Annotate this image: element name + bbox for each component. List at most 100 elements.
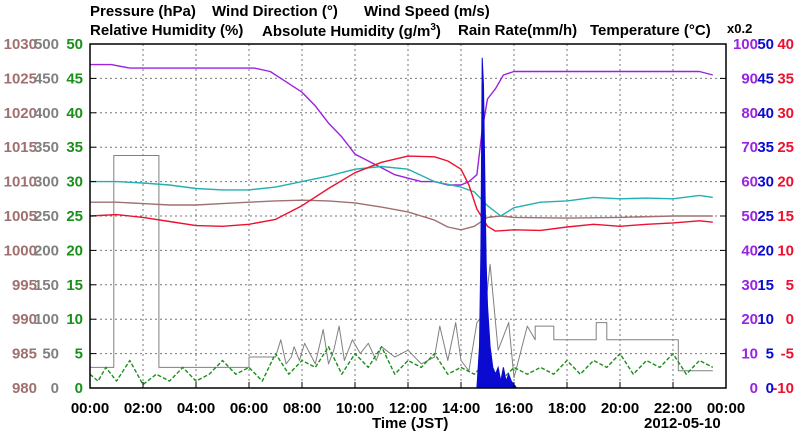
right-axis-tick-label: 10: [777, 242, 794, 259]
axes-layer: 00:00 02:00 04:00 06:00 08:00 10:00 12:00 14:00…: [4, 36, 794, 417]
right-axis-tick-label: 45: [757, 70, 774, 87]
left-axis-tick-label: 50: [42, 346, 59, 363]
series-absolute-humidity-g-m3: [90, 165, 713, 217]
left-axis-tick-label: 990: [12, 311, 37, 328]
left-axis-tick-label: 150: [34, 277, 59, 294]
right-axis-tick-label: 0: [766, 380, 774, 397]
left-axis-tick-label: 20: [66, 242, 83, 259]
absolute-humidity-sup: 3: [430, 22, 436, 33]
series-relative-humidity: [90, 63, 713, 186]
left-axis-tick-label: 1020: [4, 105, 37, 122]
right-axis-tick-label: 0: [786, 311, 794, 328]
right-axis-tick-label: 15: [757, 277, 774, 294]
x-tick-label: 06:00: [230, 400, 268, 417]
right-axis-tick-label: 40: [777, 36, 794, 53]
right-axis-tick-label: 40: [741, 242, 758, 259]
left-axis-tick-label: 995: [12, 277, 37, 294]
right-axis-tick-label: 30: [777, 105, 794, 122]
right-axis-tick-label: 15: [777, 208, 794, 225]
left-axis-tick-label: 45: [66, 70, 83, 87]
left-axis-tick-label: 350: [34, 139, 59, 156]
left-axis-tick-label: 15: [66, 277, 83, 294]
right-axis-tick-label: 30: [757, 174, 774, 191]
x-axis-label: Time (JST): [372, 415, 449, 432]
right-axis-tick-label: -10: [772, 380, 794, 397]
left-axis-tick-label: 200: [34, 242, 59, 259]
right-axis-tick-label: 35: [757, 139, 774, 156]
x-tick-label: 22:00: [654, 400, 692, 417]
series-wind-speed-m-s: [89, 346, 714, 386]
left-axis-tick-label: 10: [66, 311, 83, 328]
right-axis-tick-label: 80: [741, 105, 758, 122]
series-rain-rate-mm-h: [476, 57, 518, 389]
left-axis-tick-label: 400: [34, 105, 59, 122]
right-axis-tick-label: 5: [766, 346, 774, 363]
right-axis-tick-label: 25: [757, 208, 774, 225]
right-axis-tick-label: 5: [786, 277, 794, 294]
title-absolute-humidity: Absolute Humidity (g/m3): [262, 22, 441, 40]
right-axis-tick-label: 30: [741, 277, 758, 294]
x-tick-label: 16:00: [495, 400, 533, 417]
left-axis-tick-label: 40: [66, 105, 83, 122]
series-pressure-hpa: [90, 199, 713, 231]
right-axis-tick-label: 50: [741, 208, 758, 225]
left-axis-tick-label: 35: [66, 139, 83, 156]
right-axis-tick-label: 35: [777, 70, 794, 87]
left-axis-tick-label: 0: [75, 380, 83, 397]
right-axis-tick-label: 60: [741, 174, 758, 191]
right-axis-tick-label: 20: [757, 242, 774, 259]
title-pressure: Pressure (hPa): [90, 3, 196, 20]
left-axis-tick-label: 1030: [4, 36, 37, 53]
absolute-humidity-close: ): [435, 23, 441, 40]
left-axis-tick-label: 0: [51, 380, 59, 397]
left-axis-tick-label: 250: [34, 208, 59, 225]
series-temperature-c: [89, 155, 713, 232]
x-tick-label: 18:00: [548, 400, 586, 417]
x-tick-label: 20:00: [601, 400, 639, 417]
left-axis-tick-label: 1010: [4, 174, 37, 191]
right-axis-tick-label: 70: [741, 139, 758, 156]
x-tick-label: 04:00: [177, 400, 215, 417]
right-axis-tick-label: 20: [777, 174, 794, 191]
x-tick-label: 02:00: [124, 400, 162, 417]
left-axis-tick-label: 50: [66, 36, 83, 53]
right-axis-tick-label: 0: [750, 380, 758, 397]
left-axis-tick-label: 1005: [4, 208, 37, 225]
left-axis-tick-label: 985: [12, 346, 37, 363]
right-axis-tick-label: 25: [777, 139, 794, 156]
title-rain-rate: Rain Rate(mm/h): [458, 22, 578, 39]
title-wind-direction: Wind Direction (°): [212, 3, 338, 20]
title-temperature: Temperature (°C): [590, 22, 711, 39]
left-axis-tick-label: 1015: [4, 139, 37, 156]
right-axis-tick-label: 100: [733, 36, 758, 53]
x-tick-label: 14:00: [442, 400, 480, 417]
series-wind-direction: [90, 155, 713, 379]
left-axis-tick-label: 30: [66, 174, 83, 191]
right-axis-tick-label: 50: [757, 36, 774, 53]
date-label: 2012-05-10: [644, 415, 721, 432]
right-axis-tick-label: -5: [781, 346, 794, 363]
left-axis-tick-label: 980: [12, 380, 37, 397]
series-layer: [89, 57, 714, 389]
title-relative-humidity: Relative Humidity (%): [90, 22, 244, 39]
title-rain-multiplier: x0.2: [727, 21, 753, 36]
x-tick-label: 00:00: [71, 400, 109, 417]
left-axis-tick-label: 100: [34, 311, 59, 328]
right-axis-tick-label: 10: [741, 346, 758, 363]
left-axis-tick-label: 450: [34, 70, 59, 87]
left-axis-tick-label: 500: [34, 36, 59, 53]
x-tick-label: 00:00: [707, 400, 745, 417]
left-axis-tick-label: 1025: [4, 70, 37, 87]
right-axis-tick-label: 40: [757, 105, 774, 122]
right-axis-tick-label: 90: [741, 70, 758, 87]
x-tick-label: 12:00: [389, 400, 427, 417]
x-tick-label: 08:00: [283, 400, 321, 417]
left-axis-tick-label: 5: [75, 346, 83, 363]
left-axis-tick-label: 300: [34, 174, 59, 191]
left-axis-tick-label: 1000: [4, 242, 37, 259]
right-axis-tick-label: 20: [741, 311, 758, 328]
title-wind-speed: Wind Speed (m/s): [364, 3, 490, 20]
grid: [90, 44, 726, 388]
